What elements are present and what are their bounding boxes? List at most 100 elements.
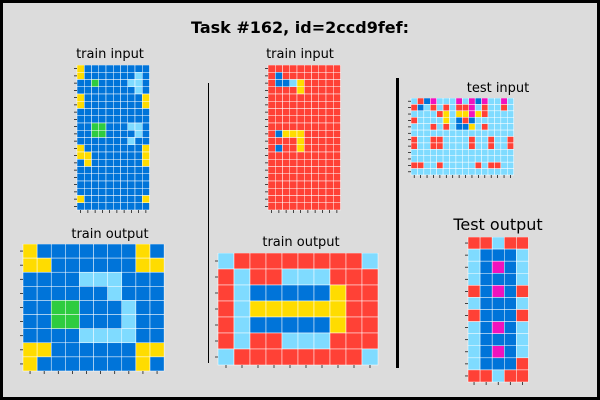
grid-cell (289, 166, 298, 174)
grid-cell (491, 345, 505, 359)
grid-cell (318, 195, 327, 203)
grid-cell (135, 286, 151, 301)
grid-cell (442, 117, 450, 124)
grid-cell (281, 332, 299, 350)
grid-cell (134, 180, 143, 189)
grid-cell (304, 159, 312, 167)
grid-cell (84, 65, 92, 73)
grid-cell (135, 356, 151, 372)
grid-cell (333, 93, 341, 102)
grid-cell (442, 123, 450, 131)
grid-cell (491, 309, 505, 322)
grid-cell (84, 115, 92, 124)
grid-cell (142, 144, 150, 153)
grid-cell (105, 166, 114, 174)
grid-cell (142, 151, 150, 160)
grid-cell (267, 137, 276, 145)
grid-cell (282, 86, 290, 95)
grid-cell (79, 257, 94, 273)
grid-cell (481, 98, 489, 105)
grid-cell (76, 151, 85, 160)
grid-cell (98, 115, 107, 124)
grid-cell (275, 173, 283, 182)
grid-cell (275, 122, 283, 131)
train-input-2-label: train input (266, 47, 334, 62)
grid-cell (449, 142, 457, 150)
grid-cell (455, 168, 463, 176)
grid-cell (76, 65, 85, 73)
grid-cell (93, 244, 108, 259)
grid-cell (487, 168, 495, 176)
grid-cell (142, 101, 150, 109)
grid-cell (149, 271, 165, 287)
grid-cell (500, 149, 508, 156)
grid-cell (282, 122, 290, 131)
grid-cell (313, 332, 331, 350)
grid-cell (50, 342, 66, 358)
grid-cell (417, 129, 425, 137)
grid-cell (65, 300, 80, 315)
grid-cell (410, 142, 418, 150)
grid-cell (318, 144, 327, 153)
grid-cell (479, 357, 493, 371)
grid-cell (325, 93, 334, 102)
grid-cell (134, 101, 143, 109)
grid-cell (500, 117, 508, 124)
grid-cell (361, 316, 379, 334)
grid-cell (311, 188, 319, 196)
grid-cell (36, 356, 52, 372)
grid-cell (487, 98, 495, 105)
grid-cell (91, 159, 99, 167)
grid-cell (289, 130, 298, 138)
grid-cell (84, 93, 92, 102)
grid-cell (311, 130, 319, 138)
grid-cell (265, 316, 283, 334)
grid-cell (98, 130, 107, 138)
grid-cell (468, 168, 476, 176)
grid-cell (149, 342, 165, 358)
grid-cell (105, 115, 114, 124)
grid-cell (120, 65, 128, 73)
grid-cell (325, 188, 334, 196)
grid-cell (289, 93, 298, 102)
grid-cell (500, 168, 508, 176)
grid-cell (135, 328, 151, 344)
grid-cell (491, 357, 505, 371)
grid-cell (507, 155, 514, 163)
grid-cell (297, 332, 315, 350)
grid-cell (142, 159, 150, 167)
grid-cell (127, 93, 136, 102)
grid-cell (113, 144, 121, 153)
grid-cell (84, 86, 92, 95)
grid-cell (142, 65, 150, 73)
grid-cell (325, 159, 334, 167)
grid-cell (282, 180, 290, 189)
grid-cell (417, 136, 425, 144)
grid-cell (417, 117, 425, 124)
grid-cell (474, 161, 482, 169)
grid-cell (149, 257, 165, 273)
grid-cell (217, 332, 235, 350)
grid-cell (462, 129, 469, 137)
grid-cell (84, 202, 92, 211)
grid-cell (417, 142, 425, 150)
grid-cell (474, 129, 482, 137)
grid-cell (105, 65, 114, 73)
grid-cell (430, 168, 437, 176)
grid-cell (304, 151, 312, 160)
grid-cell (282, 159, 290, 167)
grid-cell (474, 110, 482, 118)
grid-cell (65, 328, 80, 344)
grid-cell (436, 142, 444, 150)
grid-cell (120, 180, 128, 189)
grid-cell (333, 79, 341, 87)
grid-cell (304, 137, 312, 145)
grid-cell (318, 159, 327, 167)
grid-cell (311, 137, 319, 145)
grid-cell (474, 142, 482, 150)
grid-cell (507, 98, 514, 105)
grid-cell (455, 110, 463, 118)
grid-cell (22, 244, 38, 259)
grid-cell (121, 328, 137, 344)
grid-cell (65, 244, 80, 259)
